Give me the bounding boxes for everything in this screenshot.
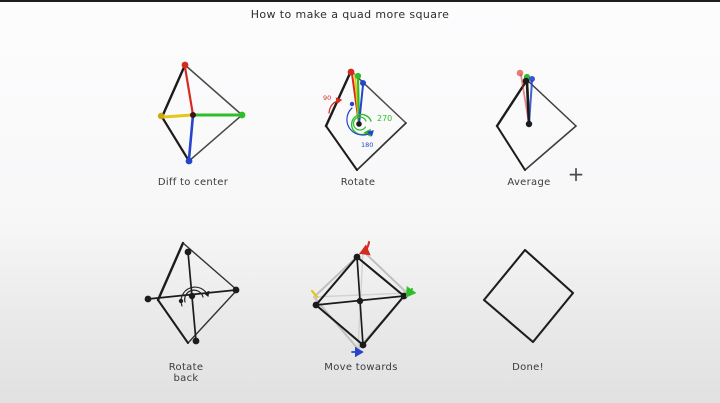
label-average: Average: [507, 177, 551, 188]
diff-vector-blue: [187, 113, 195, 161]
corner-dot-bottom: [359, 341, 367, 349]
angle-label-180: 180: [361, 141, 373, 149]
corner-dot-right: [400, 292, 408, 300]
avg-vector-black: [525, 81, 531, 126]
quad-edge: [160, 63, 187, 119]
label-done: Done!: [512, 362, 544, 373]
center-dot: [356, 297, 364, 305]
quad-edge: [325, 125, 358, 171]
arc-90-red: [328, 97, 343, 114]
quad-edge: [524, 125, 577, 171]
angle-label-270: 270: [377, 114, 392, 123]
label-rotate: Rotate: [340, 177, 376, 188]
corner-dot-left: [312, 301, 320, 309]
label-diff-to-center: Diff to center: [157, 177, 229, 188]
panel-move-towards: [310, 241, 417, 358]
video-title: How to make a quad more square: [250, 8, 450, 21]
move-arrow-green: [405, 286, 417, 298]
square-outline: [482, 248, 575, 344]
quad-edge: [182, 242, 238, 291]
quad-edge: [156, 241, 185, 302]
center-dot: [525, 120, 533, 128]
avg-tip-blue: [529, 76, 535, 82]
quad-edge: [350, 70, 407, 124]
vector-tip-blue: [360, 80, 366, 86]
quad-edge: [188, 114, 243, 162]
quad-edge: [157, 299, 189, 344]
label-rotate-back: Rotate back: [168, 362, 204, 384]
panel-done: [482, 248, 575, 344]
corner-dot-right: [232, 286, 240, 294]
vertex-dot-red: [181, 61, 189, 69]
diff-vector-yellow: [161, 113, 195, 119]
center-dot: [190, 112, 196, 118]
quad-edge: [160, 115, 191, 163]
panel-rotate: 90 270 180: [323, 68, 407, 171]
corner-dot-top: [184, 248, 192, 256]
vector-tip-red: [347, 68, 355, 76]
quad-edge: [184, 64, 243, 116]
vertex-dot-yellow: [157, 112, 165, 120]
label-move-towards: Move towards: [324, 362, 398, 373]
arc-end-dot: [178, 298, 184, 304]
vector-tip-green: [354, 72, 362, 80]
panel-rotate-back: [144, 241, 240, 345]
arc-270-green-inner: [352, 116, 367, 131]
arc-270-green: [350, 113, 372, 137]
plus-sign: +: [567, 162, 585, 186]
avg-tip-black: [522, 77, 530, 85]
panel-diff-to-center: [157, 61, 246, 165]
diff-vector-red: [183, 65, 195, 117]
angle-label-90: 90: [323, 94, 331, 102]
arc-180-blue: [346, 107, 374, 137]
corner-dot-bottom: [192, 337, 200, 345]
center-dot: [188, 292, 196, 300]
quad-edge: [495, 78, 529, 128]
center-dot: [356, 121, 362, 127]
corner-dot-top: [353, 253, 361, 261]
vertex-dot-blue: [185, 157, 193, 165]
avg-tip-red: [516, 69, 524, 77]
move-arrow-yellow: [310, 289, 319, 299]
small-dot-blue: [349, 101, 355, 107]
corner-dot-left: [144, 295, 152, 303]
quad-edge: [356, 122, 407, 171]
panel-average: [495, 69, 577, 171]
quad-edge: [496, 125, 526, 171]
vertex-dot-green: [238, 111, 246, 119]
rotate-back-arc-inner: [184, 289, 204, 303]
move-arrow-red: [359, 241, 371, 256]
letterbox-top-edge: [0, 0, 720, 2]
quad-edge: [526, 79, 577, 127]
